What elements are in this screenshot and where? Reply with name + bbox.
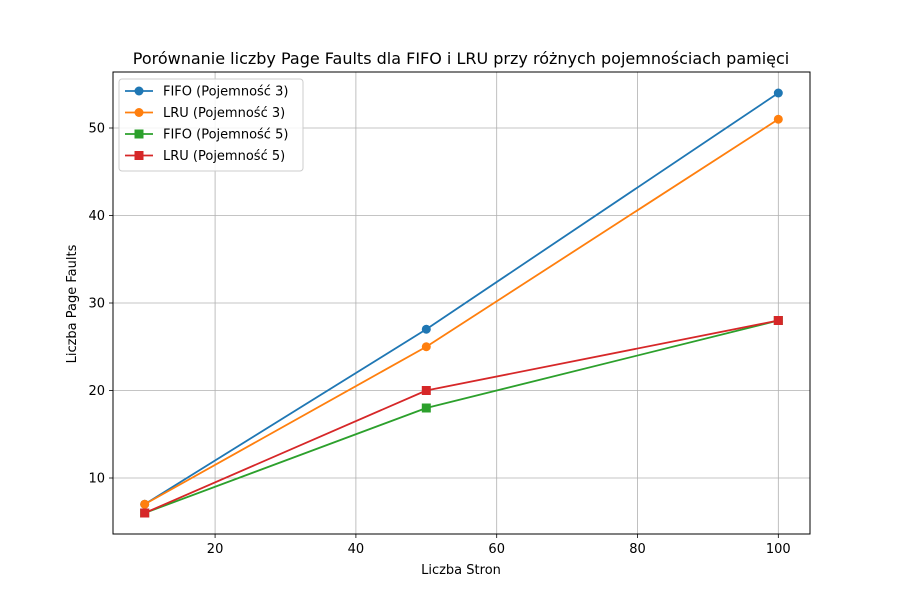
series-3 — [140, 316, 783, 518]
y-axis-label: Liczba Page Faults — [65, 244, 80, 363]
data-point — [140, 499, 150, 509]
x-tick-label: 60 — [488, 542, 505, 557]
data-point — [421, 386, 431, 395]
legend-item: FIFO (Pojemność 3) — [125, 85, 288, 100]
data-point — [773, 88, 783, 98]
data-point — [140, 508, 150, 518]
legend-marker — [134, 108, 144, 117]
legend-label: FIFO (Pojemność 3) — [163, 85, 288, 100]
series-group — [140, 88, 783, 518]
legend-box — [118, 78, 304, 172]
axes: 20 40 60 80 100 10 20 30 40 50 — [88, 71, 811, 557]
legend-item: LRU (Pojemność 5) — [125, 149, 285, 164]
legend-label: FIFO (Pojemność 5) — [163, 128, 288, 143]
data-point — [421, 403, 431, 413]
y-tick-label: 50 — [88, 122, 105, 137]
x-axis-label: Liczba Stron — [421, 563, 501, 578]
y-tick-label: 20 — [88, 384, 105, 399]
legend: FIFO (Pojemność 3) LRU (Pojemność 3) FIFO … — [118, 78, 304, 172]
y-tick-label: 40 — [88, 209, 105, 224]
chart-title: Porównanie liczby Page Faults dla FIFO i… — [133, 49, 790, 68]
x-tick-label: 20 — [207, 542, 224, 557]
legend-marker — [134, 86, 144, 96]
series-2 — [140, 114, 783, 509]
series-line — [144, 319, 779, 514]
series-line — [144, 118, 779, 506]
plot-frame — [112, 71, 811, 535]
data-point — [421, 324, 431, 334]
grid-lines — [113, 72, 810, 534]
x-tick-label: 40 — [348, 542, 365, 557]
x-tick-label: 100 — [766, 542, 791, 557]
legend-label: LRU (Pojemność 3) — [163, 106, 285, 121]
series-4 — [140, 316, 783, 518]
legend-item: FIFO (Pojemność 5) — [125, 128, 288, 143]
legend-marker — [134, 151, 144, 160]
data-point — [421, 342, 431, 352]
y-tick-label: 10 — [88, 472, 105, 487]
data-point — [773, 114, 783, 124]
legend-label: LRU (Pojemność 5) — [163, 149, 285, 164]
legend-marker — [134, 129, 144, 139]
legend-item: LRU (Pojemność 3) — [125, 106, 285, 121]
y-tick-label: 30 — [88, 297, 105, 312]
data-point — [773, 316, 783, 325]
series-line — [144, 319, 779, 514]
x-tick-label: 80 — [629, 542, 646, 557]
